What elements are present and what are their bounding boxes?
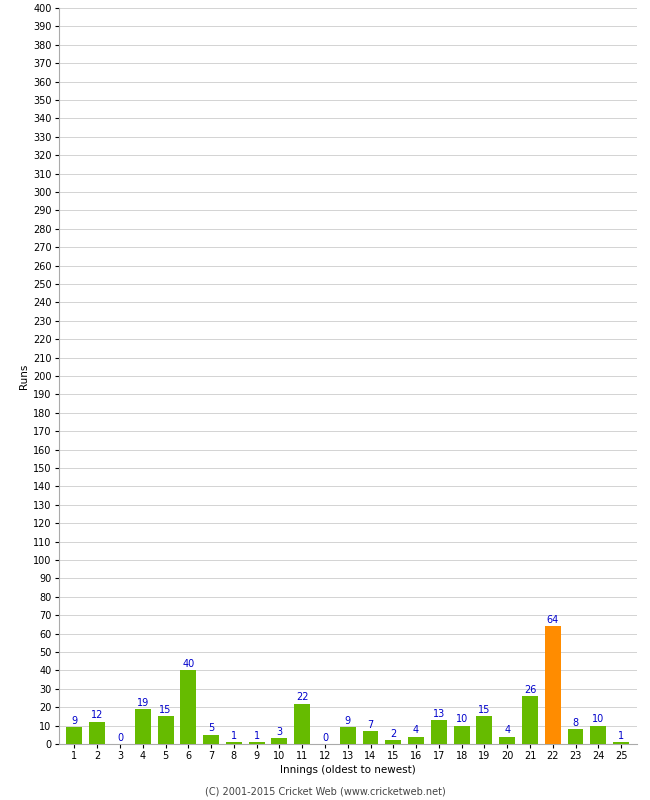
Bar (431, 720, 447, 744)
Text: 10: 10 (456, 714, 468, 724)
Bar (203, 734, 219, 744)
Text: 40: 40 (182, 659, 194, 669)
Bar (567, 730, 584, 744)
Text: 22: 22 (296, 692, 309, 702)
Text: (C) 2001-2015 Cricket Web (www.cricketweb.net): (C) 2001-2015 Cricket Web (www.cricketwe… (205, 786, 445, 796)
Bar (590, 726, 606, 744)
Text: 1: 1 (231, 730, 237, 741)
Bar (499, 737, 515, 744)
Text: 9: 9 (72, 716, 77, 726)
Text: 15: 15 (159, 705, 172, 715)
Text: 0: 0 (322, 733, 328, 742)
Text: 9: 9 (344, 716, 351, 726)
Text: 7: 7 (367, 720, 374, 730)
Bar (226, 742, 242, 744)
Bar (66, 727, 83, 744)
Text: 64: 64 (547, 614, 559, 625)
Text: 8: 8 (573, 718, 578, 728)
Bar (249, 742, 265, 744)
X-axis label: Innings (oldest to newest): Innings (oldest to newest) (280, 765, 415, 775)
Text: 1: 1 (254, 730, 260, 741)
Text: 19: 19 (136, 698, 149, 707)
Text: 10: 10 (592, 714, 604, 724)
Bar (385, 740, 401, 744)
Bar (545, 626, 561, 744)
Text: 4: 4 (504, 725, 510, 735)
Bar (180, 670, 196, 744)
Bar (157, 717, 174, 744)
Y-axis label: Runs: Runs (19, 363, 29, 389)
Text: 3: 3 (276, 727, 283, 737)
Text: 1: 1 (618, 730, 624, 741)
Bar (522, 696, 538, 744)
Bar (135, 709, 151, 744)
Text: 4: 4 (413, 725, 419, 735)
Bar (408, 737, 424, 744)
Bar (613, 742, 629, 744)
Text: 13: 13 (433, 709, 445, 718)
Text: 15: 15 (478, 705, 491, 715)
Text: 2: 2 (390, 729, 396, 739)
Bar (363, 731, 378, 744)
Bar (476, 717, 493, 744)
Bar (340, 727, 356, 744)
Text: 0: 0 (117, 733, 123, 742)
Text: 26: 26 (524, 685, 536, 694)
Bar (454, 726, 469, 744)
Bar (294, 703, 310, 744)
Text: 5: 5 (208, 723, 214, 734)
Bar (89, 722, 105, 744)
Text: 12: 12 (91, 710, 103, 721)
Bar (272, 738, 287, 744)
